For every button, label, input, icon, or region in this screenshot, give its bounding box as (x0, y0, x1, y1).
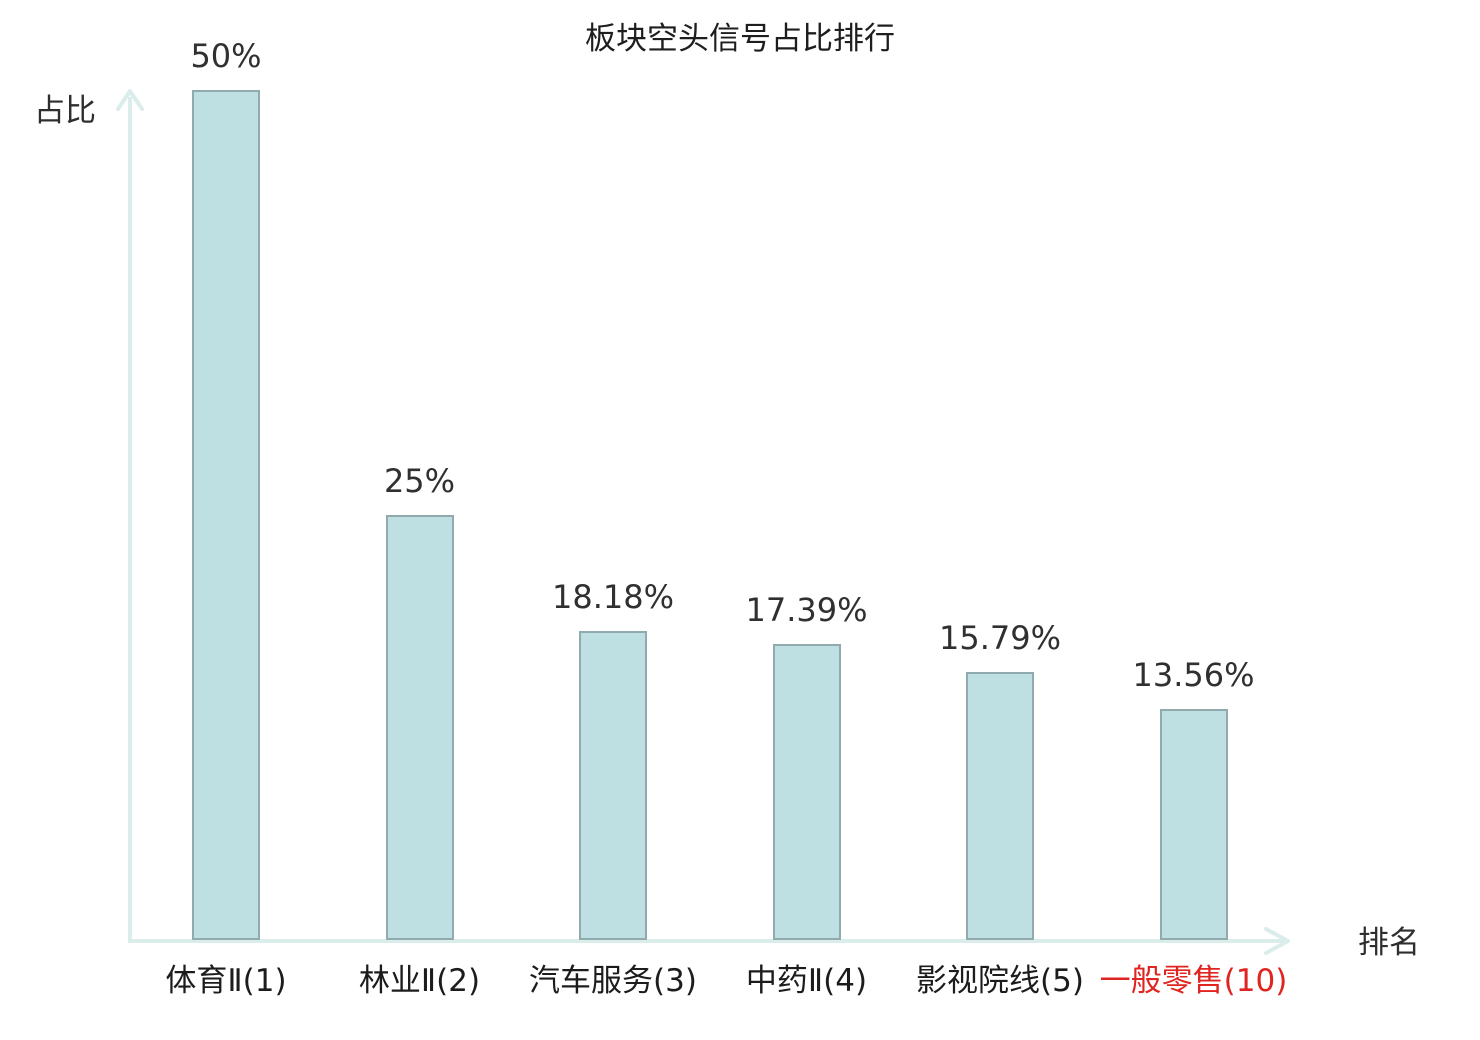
bar (966, 672, 1034, 940)
x-axis-arrow-icon (1264, 927, 1290, 955)
bar-value-label: 15.79% (938, 619, 1062, 657)
bar-category-label: 影视院线(5) (916, 963, 1084, 999)
bar-value-label: 25% (383, 462, 456, 500)
bar-category-label: 中药Ⅱ(4) (745, 963, 868, 999)
bar-value-label: 17.39% (745, 591, 868, 629)
bar-value-label: 18.18% (551, 578, 675, 616)
bar-category-label: 林业Ⅱ(2) (358, 963, 481, 999)
bar-value-label: 13.56% (1132, 656, 1255, 694)
bar (192, 90, 260, 940)
bar (772, 644, 841, 940)
bar (1159, 709, 1228, 940)
bar-value-label: 50% (190, 37, 262, 75)
y-axis-label: 占比 (34, 93, 96, 129)
bar (385, 515, 454, 940)
bar-category-label: 一般零售(10) (1099, 963, 1288, 999)
x-axis-label: 排名 (1358, 925, 1420, 961)
bar-category-label: 汽车服务(3) (529, 963, 697, 999)
bar-category-label: 体育Ⅱ(1) (165, 963, 287, 999)
y-axis-arrow-icon (116, 89, 144, 111)
bar (579, 631, 647, 940)
chart-title: 板块空头信号占比排行 (585, 21, 895, 57)
